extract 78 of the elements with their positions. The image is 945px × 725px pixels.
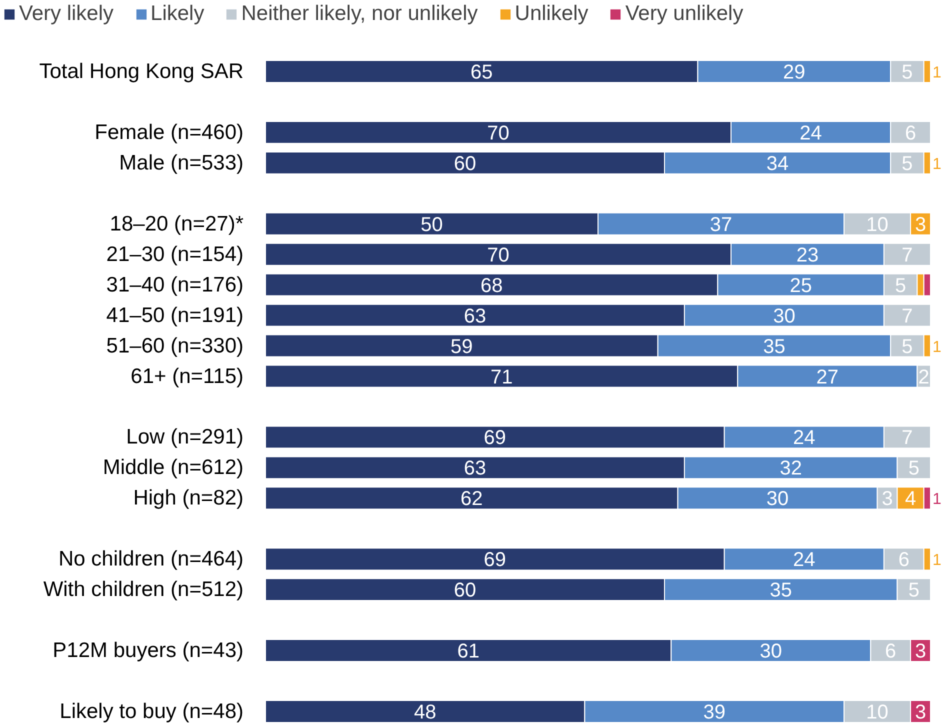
data-label: 35 — [770, 580, 792, 602]
data-label: 5 — [895, 274, 906, 297]
data-label: 10 — [866, 214, 888, 236]
data-label: 32 — [780, 458, 802, 480]
data-label: 7 — [902, 427, 913, 450]
data-label: 71 — [490, 366, 513, 388]
data-label: 1 — [932, 64, 942, 82]
data-label: 5 — [902, 336, 913, 358]
y-tick-label: 51–60 (n=330) — [106, 334, 244, 358]
data-label: 6 — [885, 640, 896, 663]
data-label: 60 — [454, 580, 476, 602]
data-label: 1 — [932, 338, 942, 356]
data-label: 5 — [902, 62, 913, 84]
data-label: 60 — [454, 152, 476, 175]
data-label: 39 — [703, 701, 726, 724]
data-label: 5 — [902, 152, 913, 175]
data-label: 25 — [790, 274, 812, 297]
data-label: 4 — [904, 488, 916, 510]
data-label: 7 — [902, 305, 913, 328]
y-tick-label: Female (n=460) — [94, 120, 244, 144]
y-tick-label: With children (n=512) — [43, 578, 244, 602]
y-tick-label: 18–20 (n=27)* — [110, 212, 244, 236]
y-tick-label: 41–50 (n=191) — [106, 304, 244, 327]
data-label: 63 — [464, 458, 486, 480]
data-label: 5 — [908, 458, 920, 480]
legend-label: Neither likely, nor unlikely — [241, 2, 478, 26]
data-label: 10 — [866, 701, 888, 724]
data-label: 1 — [932, 156, 942, 173]
data-label: 69 — [484, 427, 506, 450]
data-label: 65 — [470, 62, 493, 84]
data-label: 30 — [760, 640, 782, 663]
data-label: 3 — [882, 488, 893, 510]
data-label: 2 — [918, 366, 930, 388]
legend-label: Unlikely — [514, 2, 588, 26]
data-label: 5 — [908, 580, 920, 602]
data-label: 35 — [763, 336, 786, 358]
y-tick-label: High (n=82) — [133, 486, 244, 510]
legend-label: Very unlikely — [625, 2, 744, 26]
data-label: 69 — [484, 549, 506, 572]
data-label: 1 — [932, 552, 942, 570]
data-label: 30 — [773, 305, 796, 328]
data-label: 1 — [932, 491, 942, 508]
data-label: 3 — [914, 701, 926, 724]
data-label: 70 — [487, 122, 510, 144]
data-label: 61 — [457, 640, 480, 663]
y-tick-label: Middle (n=612) — [102, 456, 244, 480]
data-label: 34 — [766, 152, 789, 175]
data-label: 6 — [898, 549, 910, 572]
legend-label: Very likely — [19, 2, 114, 26]
y-tick-label: Likely to buy (n=48) — [60, 700, 244, 723]
y-tick-label: P12M buyers (n=43) — [52, 639, 244, 662]
data-label: 3 — [914, 640, 926, 663]
y-tick-label: Low (n=291) — [126, 426, 244, 449]
data-label: 37 — [710, 214, 732, 236]
y-tick-label: 61+ (n=115) — [130, 364, 244, 388]
data-label: 7 — [902, 244, 913, 266]
data-label: 24 — [793, 549, 816, 572]
data-label: 27 — [816, 366, 839, 388]
data-label: 23 — [796, 244, 819, 266]
data-label: 63 — [464, 305, 486, 328]
data-label: 24 — [800, 122, 822, 144]
data-label: 24 — [793, 427, 816, 450]
data-label: 68 — [480, 274, 503, 297]
data-label: 30 — [766, 488, 789, 510]
y-tick-label: Male (n=533) — [119, 151, 244, 174]
data-label: 50 — [420, 214, 443, 236]
y-tick-label: 21–30 (n=154) — [106, 242, 244, 266]
y-tick-label: Total Hong Kong SAR — [39, 60, 244, 84]
data-label: 3 — [914, 214, 926, 236]
y-tick-label: 31–40 (n=176) — [106, 273, 244, 296]
data-label: 70 — [487, 244, 510, 266]
data-label: 6 — [904, 122, 916, 144]
data-label: 29 — [783, 62, 806, 84]
data-label: 62 — [460, 488, 483, 510]
data-label: 59 — [450, 336, 473, 358]
legend-label: Likely — [150, 2, 204, 26]
y-tick-label: No children (n=464) — [58, 548, 244, 571]
data-label: 48 — [414, 701, 436, 724]
